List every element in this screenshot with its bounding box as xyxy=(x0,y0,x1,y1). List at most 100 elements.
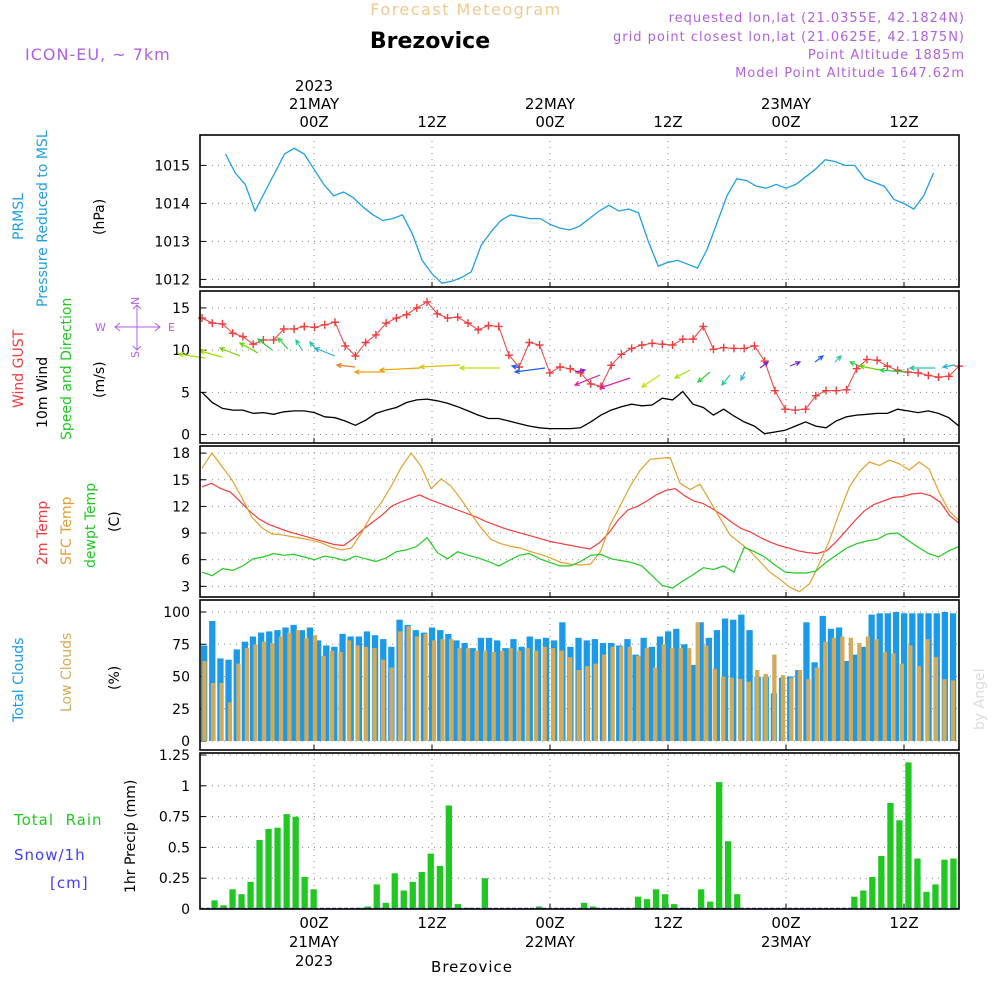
low-cloud-bar xyxy=(950,680,956,741)
low-cloud-bar xyxy=(457,648,462,741)
rain-bar xyxy=(211,900,218,909)
low-cloud-bar xyxy=(236,663,241,741)
wind-panel-frame xyxy=(199,290,960,444)
low-cloud-bar xyxy=(585,666,590,741)
plot-area: 1012101310141015051015369121518025507510… xyxy=(154,134,963,918)
gust-point xyxy=(770,386,779,395)
pressure-label-1: PRMSL xyxy=(11,193,27,240)
rain-bar xyxy=(643,899,651,909)
gust-point xyxy=(443,314,452,323)
precip-ytick-label-5: 1.25 xyxy=(159,748,190,764)
low-cloud-bar xyxy=(712,668,717,741)
low-cloud-bar xyxy=(329,650,335,741)
bottom-tick-label-2: 00Z xyxy=(535,914,564,932)
low-cloud-bar xyxy=(525,648,530,741)
low-cloud-bar xyxy=(840,636,845,741)
gust-point xyxy=(607,361,616,370)
rain-bar xyxy=(580,902,588,909)
gust-point xyxy=(627,344,636,353)
gust-point xyxy=(934,373,943,382)
low-cloud-bar xyxy=(772,654,777,741)
low-cloud-bar xyxy=(848,637,853,741)
rain-bar xyxy=(698,889,705,909)
wind-direction-arrow xyxy=(759,361,770,369)
clouds-ytick-label-3: 75 xyxy=(172,637,190,653)
wind-direction-arrow xyxy=(640,374,661,388)
low-cloud-bar xyxy=(882,652,887,741)
wind-direction-arrow xyxy=(238,342,259,354)
credit-label: by Angel xyxy=(972,669,988,730)
low-cloud-bar xyxy=(474,650,479,741)
low-cloud-bar xyxy=(355,645,360,741)
total-cloud-bar xyxy=(860,646,867,741)
low-cloud-bar xyxy=(763,673,768,741)
wind-ytick-label-0: 0 xyxy=(181,428,190,444)
rain-bar xyxy=(481,878,488,909)
dewpt-temp-line xyxy=(201,532,960,589)
low-cloud-bar xyxy=(695,622,700,741)
top-day-label-2: 22MAY xyxy=(525,95,576,113)
wind-direction-arrow xyxy=(834,355,842,363)
low-cloud-bar xyxy=(780,675,785,741)
wind-direction-arrow xyxy=(378,367,421,373)
location-title: Brezovice xyxy=(370,29,490,54)
temp-2m-line xyxy=(201,482,960,555)
total-cloud-bar xyxy=(852,654,859,741)
rain-bar xyxy=(373,884,380,909)
top-day-label-3: 23MAY xyxy=(761,95,812,113)
wind-label-2: 10m Wind xyxy=(35,357,51,428)
low-cloud-bar xyxy=(874,639,879,741)
rain-bar xyxy=(860,890,867,909)
low-cloud-bar xyxy=(814,667,819,741)
low-cloud-bar xyxy=(380,659,386,741)
low-cloud-bar xyxy=(372,648,377,741)
low-cloud-bar xyxy=(678,648,683,741)
total-cloud-bar xyxy=(315,640,322,741)
low-cloud-bar xyxy=(363,646,369,741)
compass-south: S xyxy=(129,351,142,358)
gust-point xyxy=(218,319,227,328)
gust-point xyxy=(832,386,841,395)
low-cloud-bar xyxy=(414,636,420,741)
low-cloud-bar xyxy=(551,648,556,741)
low-cloud-bar xyxy=(389,667,394,741)
wind-unit: (m/s) xyxy=(92,361,108,398)
total-cloud-bar xyxy=(681,644,688,742)
gust-point xyxy=(944,372,953,381)
rain-bar xyxy=(229,889,236,909)
wind-direction-arrow xyxy=(789,361,802,367)
gust-point xyxy=(504,351,513,360)
precip-label-1: Total Rain xyxy=(13,811,103,829)
temp-ytick-label-1: 6 xyxy=(181,553,190,569)
rain-bar xyxy=(454,904,461,909)
low-cloud-bar xyxy=(721,676,726,741)
low-cloud-bar xyxy=(312,635,318,741)
clouds-unit: (%) xyxy=(107,666,123,690)
gust-point xyxy=(862,355,871,364)
low-cloud-bar xyxy=(423,633,428,741)
low-cloud-bar xyxy=(602,654,607,741)
precip-ytick-label-2: 0.5 xyxy=(168,840,190,856)
low-cloud-bar xyxy=(431,640,437,741)
total-cloud-bar xyxy=(811,662,818,741)
low-cloud-bar xyxy=(508,648,513,741)
rain-bar xyxy=(652,889,660,909)
low-cloud-bar xyxy=(448,639,454,741)
rain-bar xyxy=(364,906,371,909)
rain-bar xyxy=(941,859,948,909)
total-cloud-bar xyxy=(640,637,647,741)
low-cloud-bar xyxy=(619,646,624,741)
low-cloud-bar xyxy=(831,637,836,741)
total-cloud-bar xyxy=(209,621,216,741)
clouds-ytick-label-4: 100 xyxy=(163,605,190,621)
precip-ytick-label-3: 0.75 xyxy=(159,810,190,826)
total-cloud-bar xyxy=(437,630,444,741)
low-cloud-bar xyxy=(916,666,921,741)
gust-point xyxy=(893,366,902,375)
gust-point xyxy=(290,325,299,333)
precip-ytick-label-1: 0.25 xyxy=(159,871,190,887)
temp-ytick-label-3: 12 xyxy=(172,499,190,515)
low-cloud-bar xyxy=(908,645,913,741)
gust-point xyxy=(463,319,472,328)
